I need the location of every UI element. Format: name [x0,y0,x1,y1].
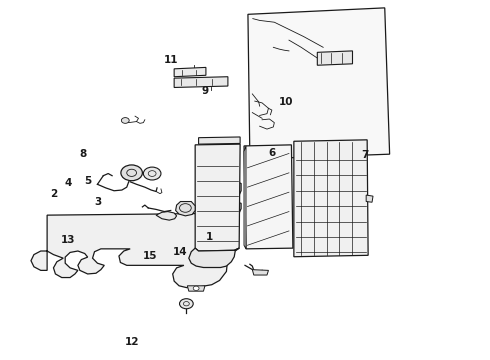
Polygon shape [189,248,239,267]
Text: 12: 12 [124,337,139,347]
Polygon shape [31,181,241,288]
Circle shape [121,165,143,181]
Polygon shape [195,144,240,251]
Text: 10: 10 [279,97,294,107]
Text: 2: 2 [50,189,57,199]
Circle shape [122,118,129,123]
Polygon shape [156,212,176,220]
Polygon shape [174,67,206,77]
Text: 13: 13 [61,235,75,245]
Polygon shape [294,140,368,257]
Polygon shape [366,195,373,202]
Circle shape [179,299,193,309]
Text: 15: 15 [143,251,157,261]
Text: 7: 7 [361,150,368,160]
Polygon shape [252,270,269,275]
Text: 5: 5 [84,176,91,186]
Text: 1: 1 [206,232,214,242]
Polygon shape [248,8,390,159]
Text: 11: 11 [164,55,178,65]
Text: 14: 14 [173,247,188,257]
Text: 8: 8 [79,149,86,159]
Polygon shape [175,202,195,216]
Text: 3: 3 [94,197,101,207]
Circle shape [144,167,161,180]
Polygon shape [244,145,293,249]
Polygon shape [198,137,240,144]
Polygon shape [187,286,205,291]
Text: 9: 9 [201,86,209,96]
Polygon shape [174,77,228,87]
Polygon shape [318,51,352,65]
Text: 4: 4 [65,178,72,188]
Text: 6: 6 [268,148,275,158]
Polygon shape [244,146,246,249]
Circle shape [193,286,199,291]
